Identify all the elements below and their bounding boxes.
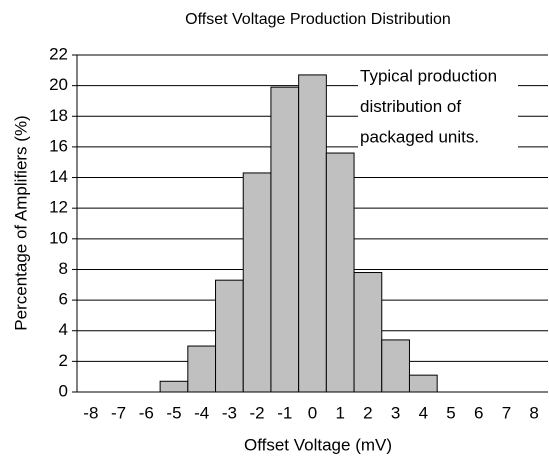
y-tick-label: 18 (49, 106, 68, 125)
x-tick-label: -1 (277, 403, 292, 422)
annotation: distribution of (360, 97, 461, 116)
bar (159, 380, 189, 393)
bar (215, 279, 244, 393)
y-tick-label: 6 (59, 290, 68, 309)
x-tick-label: 4 (419, 403, 428, 422)
annotation: Typical production (360, 66, 497, 85)
bar (187, 345, 217, 393)
annotation: packaged units. (360, 127, 479, 146)
bar (298, 74, 327, 393)
x-tick-label: -4 (194, 403, 209, 422)
bar (408, 374, 438, 393)
x-tick-label: 5 (446, 403, 455, 422)
y-tick-label: 22 (49, 44, 68, 63)
x-tick-label: -2 (250, 403, 265, 422)
x-tick-label: 2 (363, 403, 372, 422)
y-tick-label: 14 (49, 167, 68, 186)
x-axis-label: Offset Voltage (mV) (244, 435, 392, 454)
x-tick-label: -8 (83, 403, 98, 422)
x-tick-label: -6 (139, 403, 154, 422)
y-tick-label: 4 (59, 320, 68, 339)
annotation-box (358, 60, 518, 155)
chart-title: Offset Voltage Production Distribution (185, 11, 451, 28)
bar (325, 152, 355, 393)
y-axis-label: Percentage of Amplifiers (%) (11, 115, 30, 330)
x-tick-label: 1 (335, 403, 344, 422)
x-tick-label: 6 (474, 403, 483, 422)
x-tick-label: 8 (529, 403, 538, 422)
bar (353, 272, 383, 393)
y-tick-label: 8 (59, 259, 68, 278)
y-tick-label: 20 (49, 75, 68, 94)
y-tick-label: 10 (49, 228, 68, 247)
y-tick-label: 0 (59, 381, 68, 400)
bar (242, 172, 272, 393)
x-tick-label: 0 (308, 403, 317, 422)
y-tick-label: 12 (49, 198, 68, 217)
y-tick-label: 2 (59, 351, 68, 370)
bar (270, 86, 300, 393)
x-tick-label: -7 (111, 403, 126, 422)
x-tick-label: 3 (391, 403, 400, 422)
x-tick-label: -3 (222, 403, 237, 422)
x-tick-label: -5 (166, 403, 181, 422)
x-tick-label: 7 (502, 403, 511, 422)
y-tick-label: 16 (49, 136, 68, 155)
bar (381, 339, 410, 393)
